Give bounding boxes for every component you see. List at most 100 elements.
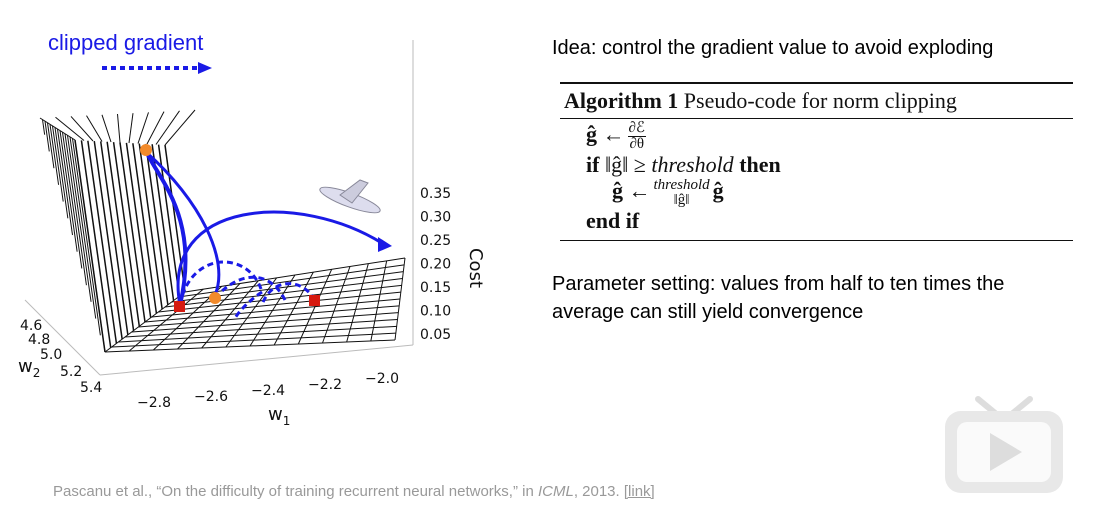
- z-tick-label: 0.05: [420, 327, 451, 343]
- y-tick-label: 5.2: [60, 364, 82, 380]
- text: ∂ℰ: [627, 120, 646, 137]
- mesh-line: [64, 133, 87, 286]
- point: [209, 292, 221, 304]
- text: ĝ: [712, 178, 724, 204]
- mesh-line: [57, 128, 73, 236]
- mesh-line: [74, 139, 106, 353]
- text: if: [586, 152, 600, 177]
- text: Pascanu et al., “On the difficulty of tr…: [53, 483, 538, 500]
- mesh-line: [138, 143, 163, 310]
- point: [140, 144, 152, 156]
- text: ICML: [537, 483, 574, 500]
- legend-arrow-head: [198, 62, 212, 74]
- mesh-line: [106, 141, 135, 331]
- mesh-line: [44, 121, 50, 152]
- text: ∂θ: [629, 136, 645, 152]
- text: ĝ ←: [586, 121, 625, 147]
- mesh-line: [322, 266, 351, 344]
- x-tick-label: −2.8: [137, 395, 171, 411]
- z-tick-label: 0.35: [420, 186, 451, 202]
- z-tick-label: 0.30: [420, 210, 451, 226]
- algorithm-header: Algorithm 1 Pseudo-code for norm clippin…: [560, 84, 1073, 119]
- text: ‖ĝ‖: [673, 192, 690, 208]
- mesh-line: [54, 127, 69, 219]
- z-axis-label: Cost: [465, 248, 486, 288]
- text: ‖ĝ‖ ≥: [604, 152, 646, 177]
- x-tick-label: −2.0: [365, 371, 399, 387]
- citation-link[interactable]: [link]: [623, 483, 655, 500]
- mesh-line: [52, 125, 64, 202]
- text: Pseudo-code for norm clipping: [683, 88, 957, 113]
- play-button[interactable]: [940, 395, 1068, 500]
- mesh-line: [69, 136, 97, 319]
- x-tick-label: −2.4: [251, 383, 285, 399]
- mesh-line: [164, 109, 196, 146]
- point: [309, 295, 320, 306]
- mesh-line: [80, 140, 112, 348]
- text: w: [18, 356, 33, 377]
- algorithm-body: ĝ ← ∂ℰ ∂θ if ‖ĝ‖ ≥ threshold then ĝ ← thres…: [560, 119, 1073, 240]
- mesh-line: [155, 110, 180, 145]
- legend-label: clipped gradient: [48, 30, 203, 55]
- x-axis-label: w1: [268, 404, 290, 428]
- mesh: [24, 40, 414, 376]
- mesh-line: [144, 143, 169, 305]
- mesh-line: [112, 142, 141, 327]
- mesh-line: [394, 257, 406, 341]
- mesh-line: [55, 116, 85, 141]
- text: Algorithm 1: [564, 88, 679, 113]
- mesh-line: [62, 132, 83, 269]
- y-tick-label: 4.8: [28, 332, 50, 348]
- mesh-line: [86, 115, 103, 142]
- z-tick-label: 0.10: [420, 304, 451, 320]
- gradient-arrows: [145, 150, 386, 319]
- mesh-line: [125, 142, 152, 318]
- y-tick-label: 4.6: [20, 318, 42, 334]
- parameter-note: Parameter setting: values from half to t…: [552, 273, 1005, 323]
- mesh-line: [47, 122, 55, 169]
- y-axis-label: w2: [18, 356, 40, 380]
- mesh-line: [119, 142, 146, 323]
- text: w: [268, 404, 283, 425]
- algorithm: Algorithm 1 Pseudo-code for norm clippin…: [560, 82, 1073, 241]
- airplane: [319, 179, 381, 214]
- mesh-line: [157, 144, 181, 297]
- z-tick-label: 0.15: [420, 280, 451, 296]
- z-tick-label: 0.25: [420, 233, 451, 249]
- text: then: [739, 152, 781, 177]
- mesh-line: [93, 140, 123, 340]
- text: 2: [33, 366, 41, 380]
- mesh-line: [370, 260, 388, 342]
- mesh-line: [59, 130, 78, 252]
- mesh-line: [184, 257, 406, 293]
- y-tick-label: 5.0: [40, 347, 62, 363]
- axis-line: [99, 344, 414, 376]
- citation: Pascanu et al., “On the difficulty of tr…: [53, 483, 655, 500]
- x-tick-label: −2.6: [194, 389, 228, 405]
- mesh-line: [87, 140, 118, 344]
- mesh-line: [137, 112, 149, 144]
- mesh-line: [67, 135, 92, 302]
- mesh-line: [164, 144, 186, 293]
- mesh-line: [101, 114, 112, 143]
- text: ĝ ←: [612, 178, 651, 204]
- axis-line: [24, 299, 101, 376]
- mesh-line: [146, 111, 165, 145]
- y-tick-label: 5.4: [80, 380, 102, 396]
- arrow-head: [378, 237, 392, 252]
- mesh-line: [99, 141, 129, 335]
- mesh-line: [72, 138, 101, 336]
- mesh-line: [346, 263, 369, 343]
- z-tick-label: 0.20: [420, 257, 451, 273]
- mesh-line: [42, 119, 46, 135]
- text: 1: [283, 414, 291, 428]
- cost-surface-figure: clipped gradient 0.35 0.30 0.25 0.20 0.15 0.1…: [18, 30, 486, 428]
- idea: Idea: control the gradient value to avoi…: [552, 37, 994, 59]
- mesh-line: [70, 116, 94, 142]
- mesh-line: [49, 124, 60, 185]
- point: [174, 301, 185, 312]
- text: threshold: [653, 177, 710, 193]
- x-tick-label: −2.2: [308, 377, 342, 393]
- mesh-line: [128, 113, 134, 144]
